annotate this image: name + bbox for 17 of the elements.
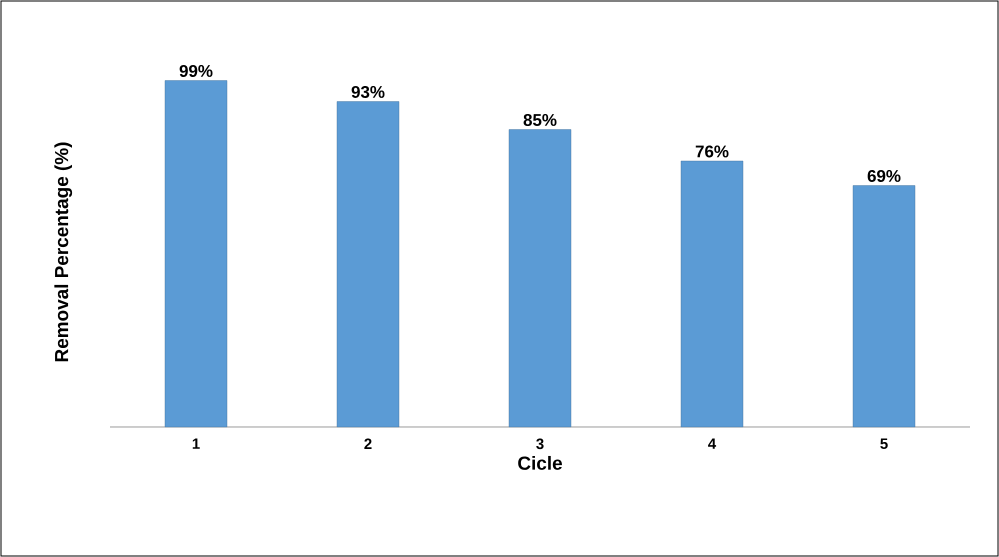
x-tick-label: 5	[880, 438, 888, 449]
bar	[336, 101, 400, 428]
data-label: 93%	[352, 86, 384, 98]
x-tick-label: 1	[192, 438, 200, 449]
x-tick-label: 3	[536, 438, 544, 450]
bar	[680, 160, 744, 428]
bar	[852, 185, 916, 428]
x-axis-title: Cicle	[518, 456, 562, 470]
x-tick-label: 2	[364, 438, 372, 449]
data-label: 85%	[524, 114, 556, 126]
data-label: 76%	[696, 145, 728, 158]
data-label: 99%	[180, 64, 212, 77]
bar	[508, 129, 572, 428]
bar	[164, 80, 228, 428]
y-axis-title: Removal Percentage (%)	[54, 142, 72, 362]
data-label: 69%	[868, 170, 900, 182]
x-tick-label: 4	[708, 438, 716, 449]
